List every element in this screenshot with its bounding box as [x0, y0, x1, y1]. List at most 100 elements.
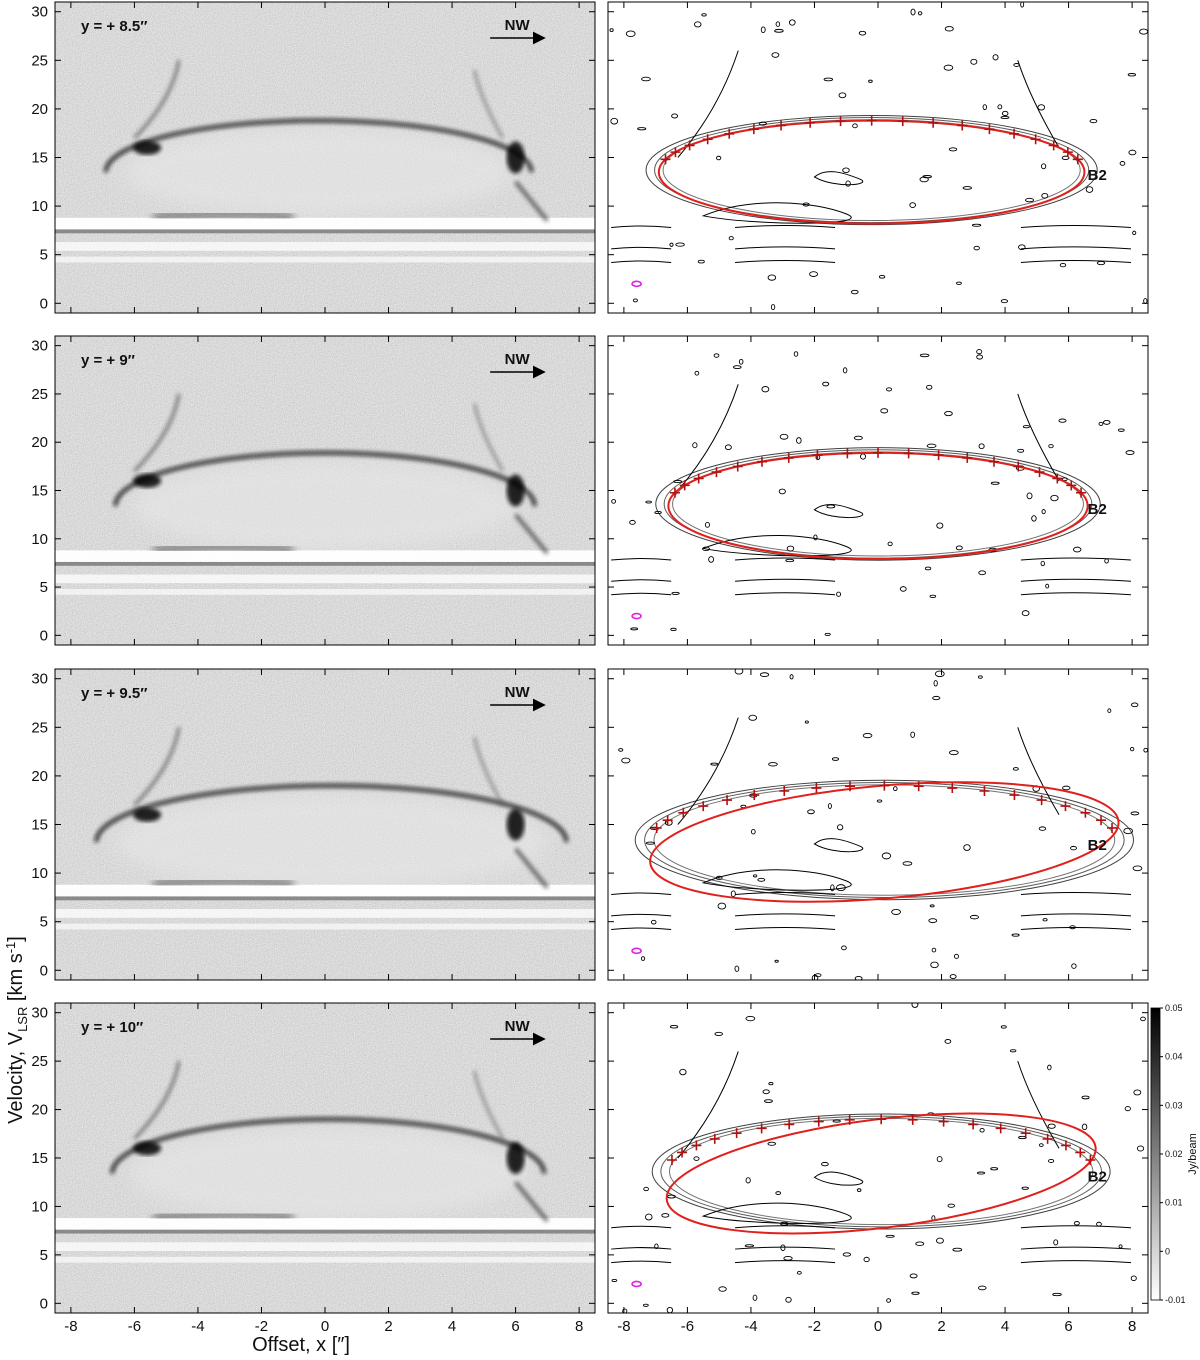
x-tick-label: 2 [937, 1318, 945, 1335]
contour-dot [1132, 230, 1137, 236]
y-tick-label: 15 [31, 1150, 48, 1167]
contour-dot [671, 113, 679, 119]
contour-dot [697, 259, 705, 264]
contour-dot [724, 444, 732, 450]
contour-dot [748, 714, 758, 721]
contour-dot [1117, 428, 1125, 432]
fit-point [1034, 467, 1045, 478]
x-tick-label: -6 [681, 1318, 694, 1335]
direction-label: NW [505, 684, 531, 701]
contour-dot [944, 1038, 952, 1044]
contour-dot [625, 30, 636, 38]
fit-point [813, 1116, 824, 1127]
source-label: B2 [1088, 167, 1107, 184]
contour-dot [953, 953, 959, 959]
contour-dot [1037, 104, 1046, 111]
contour-dot [886, 387, 893, 392]
knot-left [133, 807, 162, 822]
fit-point [995, 1123, 1006, 1134]
spike-right [472, 69, 505, 139]
contour-dot [926, 443, 937, 449]
contour-dot [758, 121, 767, 126]
contour-dot [910, 731, 916, 738]
fit-point [1076, 487, 1087, 498]
contour-panel: B2 [607, 1, 1149, 314]
contour-dot [977, 675, 983, 679]
contour-dot [992, 54, 999, 61]
contour-dot [654, 1243, 659, 1250]
contour-background [608, 2, 1148, 313]
contour-dot [1018, 244, 1026, 250]
contour-dot [802, 202, 810, 207]
contour-dot [838, 92, 847, 99]
colorbar-tick-label: -0.01 [1165, 1295, 1186, 1305]
y-tick-label: 25 [31, 52, 48, 69]
cavity-interior [115, 794, 548, 890]
contour-dot [823, 77, 834, 82]
contour-dot [1118, 1244, 1123, 1249]
contour-dot [1070, 845, 1077, 851]
stripe-light [55, 923, 595, 930]
contour-dot [609, 28, 614, 32]
contour-dot [1129, 746, 1135, 752]
beam-ellipse [631, 947, 642, 955]
contour-dot [990, 1167, 999, 1171]
contour-dot [926, 384, 933, 390]
source-label: B2 [1088, 1169, 1107, 1186]
contour-dot [885, 1234, 895, 1238]
contour-dot [785, 1296, 792, 1303]
stripe-light [55, 909, 595, 918]
contour-dot [976, 354, 984, 360]
contour-dot [1000, 1025, 1007, 1029]
contour-background [608, 1003, 1148, 1313]
stripe-light [55, 1256, 595, 1263]
contour-dot [780, 1221, 789, 1226]
contour-dot [1021, 1186, 1029, 1190]
fit-point [1062, 147, 1073, 158]
contour-line [611, 246, 1131, 250]
contour-line [813, 503, 864, 519]
fit-point [1072, 154, 1083, 165]
y-tick-label: 20 [31, 434, 48, 451]
contour-dot [1136, 1145, 1145, 1152]
contour-dot [836, 884, 846, 892]
contour-dot [774, 959, 779, 963]
fit-point [677, 1147, 688, 1158]
fit-point [1048, 140, 1059, 151]
contour-dot [1012, 767, 1019, 771]
contour-dot [880, 408, 889, 414]
contour-dot [645, 500, 652, 504]
contour-dot [1089, 118, 1098, 124]
panel-content [55, 1003, 595, 1313]
absorption-band [55, 884, 595, 897]
fit-point [844, 1114, 855, 1125]
absorption-band [55, 217, 595, 230]
contour-dot [1104, 558, 1109, 564]
y-tick-label: 15 [31, 150, 48, 167]
contour-dot [734, 965, 740, 972]
fit-point [947, 783, 958, 794]
colorbar-tick-label: 0.02 [1165, 1149, 1183, 1159]
fit-point [669, 487, 680, 498]
colorbar-tick-label: 0 [1165, 1246, 1170, 1256]
knot-right [506, 474, 525, 507]
fit-point [928, 117, 939, 128]
contour-dot [899, 586, 907, 592]
y-tick-label: 30 [31, 671, 48, 688]
contour-dot [842, 367, 848, 374]
contour-dot [902, 861, 913, 866]
x-tick-label: 0 [874, 1318, 882, 1335]
contour-dot [1128, 149, 1137, 156]
contour-dot [976, 349, 983, 355]
fit-point [1052, 473, 1063, 484]
contour-dot [750, 828, 756, 835]
contour-dot [944, 410, 953, 417]
contour-dot [717, 902, 727, 910]
contour-dot [1124, 1106, 1131, 1112]
fit-point [984, 124, 995, 135]
contour-dot [1041, 163, 1047, 170]
contour-dot [911, 1003, 919, 1008]
fit-point [873, 447, 883, 458]
fit-point [1080, 807, 1091, 818]
y-tick-label: 10 [31, 1198, 48, 1215]
